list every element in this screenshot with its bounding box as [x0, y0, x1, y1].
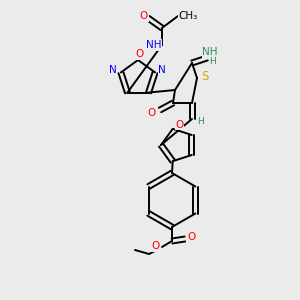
- Text: N: N: [158, 65, 166, 75]
- Text: O: O: [187, 232, 195, 242]
- Text: N: N: [109, 65, 117, 75]
- Text: O: O: [152, 241, 160, 251]
- Text: H: H: [196, 118, 203, 127]
- Text: CH₃: CH₃: [178, 11, 198, 21]
- Text: S: S: [201, 70, 209, 83]
- Text: NH: NH: [146, 40, 162, 50]
- Text: O: O: [148, 108, 156, 118]
- Text: H: H: [210, 56, 216, 65]
- Text: O: O: [176, 120, 184, 130]
- Text: O: O: [140, 11, 148, 21]
- Text: NH: NH: [202, 47, 218, 57]
- Text: O: O: [135, 49, 143, 59]
